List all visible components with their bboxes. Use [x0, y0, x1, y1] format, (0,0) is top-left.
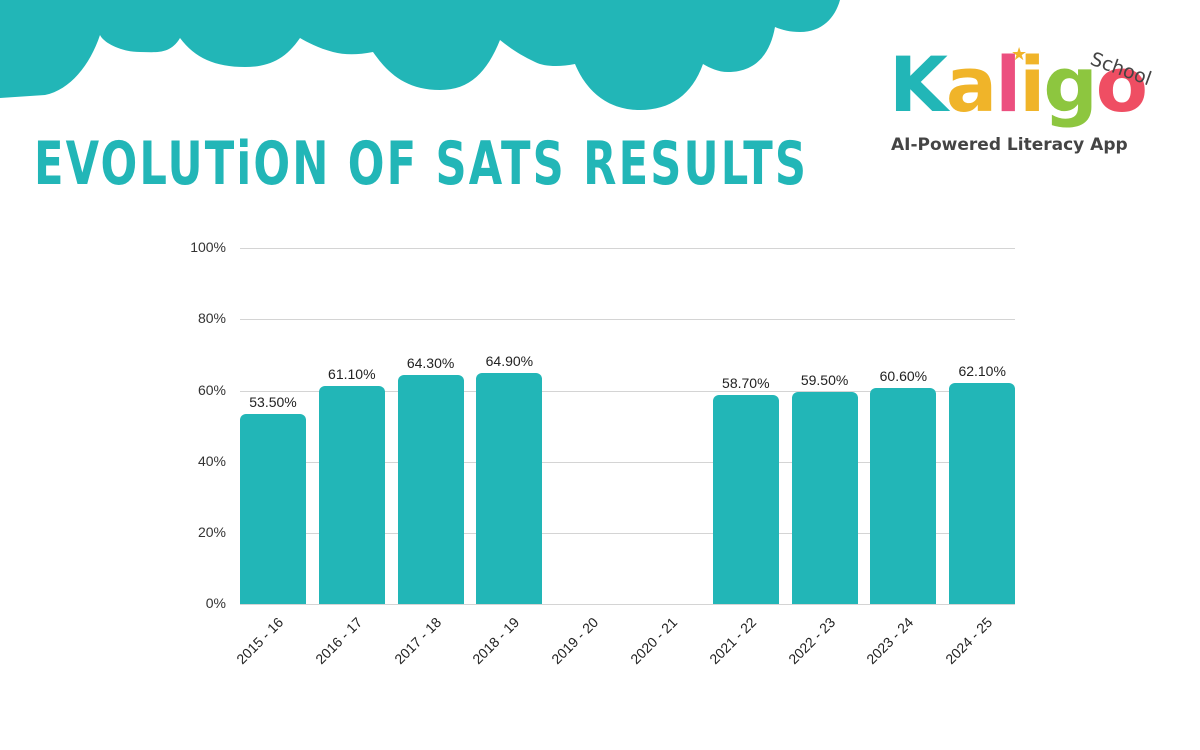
y-tick-label: 0%	[205, 595, 226, 611]
gridline-100	[240, 248, 1015, 249]
logo-letter: a	[945, 40, 997, 129]
logo-letter: K	[889, 40, 948, 129]
star-icon: ★	[1011, 44, 1028, 65]
bar-value-label: 64.90%	[485, 352, 534, 369]
kaligo-logo: Kaligo ★ School AI-Powered Literacy App	[885, 40, 1175, 160]
bar-value-label: 61.10%	[328, 366, 376, 383]
bar	[240, 413, 306, 604]
gridline-0	[240, 604, 1015, 605]
x-tick-label: 2016 - 17	[311, 614, 366, 668]
x-tick-label: 2020 - 21	[627, 614, 681, 668]
bar	[397, 375, 464, 604]
cloud-decoration	[0, 0, 840, 110]
y-tick-label: 80%	[197, 310, 226, 326]
y-tick-label: 20%	[197, 524, 226, 540]
page-title: EVOLUTiON OF SATS RESULTS	[34, 129, 809, 199]
bar-value-label: 64.30%	[406, 355, 455, 372]
bar	[318, 386, 385, 604]
x-tick-label: 2024 - 25	[942, 614, 996, 668]
x-tick-label: 2018 - 19	[469, 614, 523, 668]
bar	[712, 395, 779, 604]
logo-wordmark: Kaligo	[889, 40, 1148, 130]
logo-letter: l	[995, 40, 1021, 129]
bar	[791, 392, 858, 604]
logo-letter: g	[1043, 40, 1097, 129]
x-tick-label: 2021 - 22	[705, 614, 760, 668]
x-tick-label: 2019 - 20	[548, 614, 602, 668]
bar-value-label: 58.70%	[722, 375, 770, 392]
bar	[949, 382, 1016, 604]
bar-value-label: 62.10%	[958, 362, 1006, 379]
x-tick-label: 2023 - 24	[863, 614, 917, 668]
y-tick-label: 40%	[197, 453, 226, 469]
bar	[870, 388, 937, 604]
logo-letter: o	[1095, 40, 1148, 129]
x-tick-label: 2022 - 23	[784, 614, 838, 668]
gridline-80	[240, 319, 1015, 320]
x-tick-label: 2017 - 18	[390, 614, 444, 668]
gridline-40	[240, 462, 1015, 463]
bar	[476, 372, 543, 604]
logo-tagline: AI-Powered Literacy App	[891, 135, 1128, 155]
logo-letter: i	[1019, 40, 1045, 129]
gridline-20	[240, 533, 1015, 534]
bar-value-label: 53.50%	[249, 393, 297, 410]
gridline-60	[240, 391, 1015, 392]
bar-value-label: 60.60%	[879, 368, 928, 385]
y-tick-label: 60%	[197, 382, 226, 398]
bar-value-label: 59.50%	[800, 372, 849, 389]
x-tick-label: 2015 - 16	[233, 614, 287, 668]
y-tick-label: 100%	[190, 239, 226, 255]
